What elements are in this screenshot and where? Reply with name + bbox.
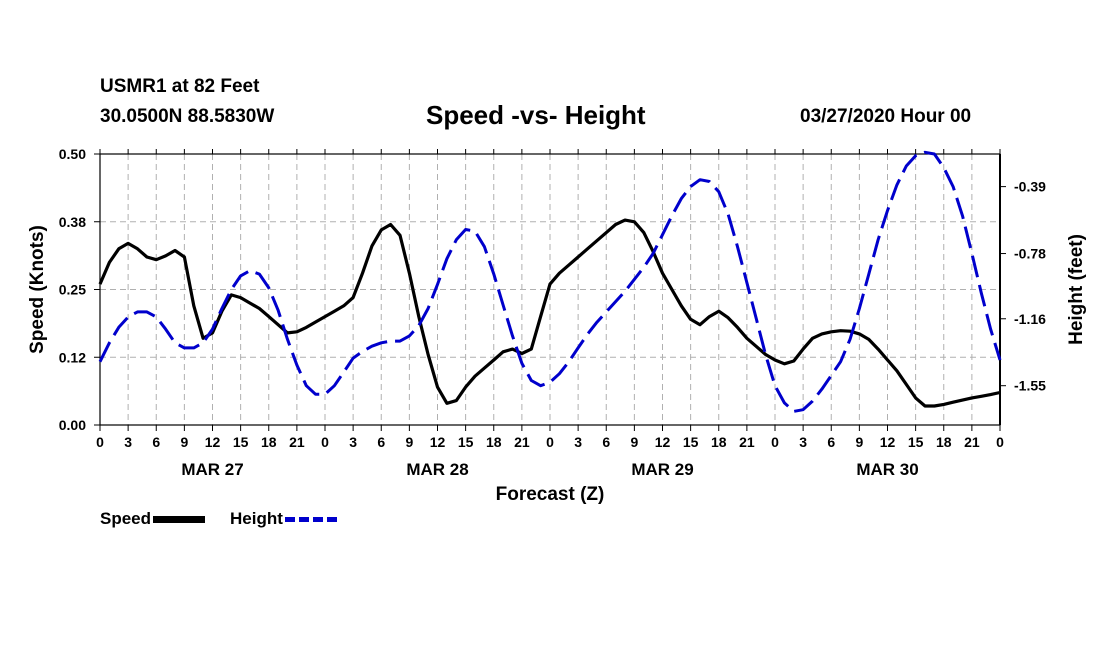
- x-tick-label: 12: [205, 434, 221, 450]
- x-tick-label: 15: [908, 434, 924, 450]
- date-label: MAR 29: [631, 460, 693, 479]
- y2-axis-title: Height (feet): [1066, 234, 1087, 345]
- x-axis-title: Forecast (Z): [496, 484, 605, 505]
- series-height-line: [98, 150, 1002, 413]
- x-tick-label: 3: [574, 434, 582, 450]
- legend-speed-label: Speed: [100, 509, 152, 528]
- x-tick-label: 6: [377, 434, 385, 450]
- legend-height-swatch: [284, 517, 337, 523]
- date-label: MAR 30: [856, 460, 918, 479]
- legend-speed-swatch: [153, 516, 206, 524]
- x-tick-label: 9: [180, 434, 188, 450]
- y-tick-label: 0.00: [59, 417, 86, 433]
- x-tick-label: 0: [771, 434, 779, 450]
- x-tick-label: 15: [233, 434, 249, 450]
- x-tick-label: 21: [739, 434, 755, 450]
- x-tick-label: 3: [799, 434, 807, 450]
- y2-tick-label: -1.55: [1014, 378, 1046, 394]
- x-tick-label: 9: [855, 434, 863, 450]
- x-tick-label: 15: [458, 434, 474, 450]
- x-tick-label: 3: [349, 434, 357, 450]
- x-tick-label: 18: [486, 434, 502, 450]
- x-tick-label: 12: [430, 434, 446, 450]
- x-tick-label: 9: [405, 434, 413, 450]
- x-tick-label: 21: [514, 434, 530, 450]
- y2-tick-label: -1.16: [1014, 311, 1046, 327]
- date-label: MAR 27: [181, 460, 243, 479]
- series-speed-line: [98, 218, 1001, 408]
- x-tick-label: 3: [124, 434, 132, 450]
- x-tick-label: 18: [711, 434, 727, 450]
- x-tick-label: 6: [827, 434, 835, 450]
- x-tick-label: 6: [602, 434, 610, 450]
- coordinates-label: 30.0500N 88.5830W: [100, 106, 275, 127]
- legend-height-label: Height: [230, 509, 283, 528]
- grid-lines: [100, 154, 1000, 425]
- x-tick-label: 0: [321, 434, 329, 450]
- legend-speed: Speed: [100, 509, 206, 529]
- x-tick-label: 18: [261, 434, 277, 450]
- x-tick-label: 9: [630, 434, 638, 450]
- x-tick-label: 12: [655, 434, 671, 450]
- forecast-datetime: 03/27/2020 Hour 00: [800, 106, 972, 127]
- y-axis-title: Speed (Knots): [27, 225, 48, 354]
- x-tick-label: 0: [996, 434, 1004, 450]
- axis-labels: 0 3 6 9 12 15 18 21 0 3 6 9 12 15 18 21 0 3 6 9 12 15 18 21 0 3 6 9…: [27, 146, 1087, 505]
- y-tick-label: 0.38: [59, 214, 86, 230]
- axis-ticks: [94, 149, 1006, 431]
- x-tick-label: 0: [96, 434, 104, 450]
- station-label: USMR1 at 82 Feet: [100, 76, 260, 97]
- y-tick-label: 0.25: [59, 282, 86, 298]
- x-tick-label: 0: [546, 434, 554, 450]
- date-label: MAR 28: [406, 460, 468, 479]
- x-tick-label: 18: [936, 434, 952, 450]
- x-tick-label: 15: [683, 434, 699, 450]
- x-tick-label: 21: [964, 434, 980, 450]
- chart-title: Speed -vs- Height: [426, 100, 646, 130]
- y-tick-label: 0.12: [59, 349, 86, 365]
- series-lines: [98, 150, 1002, 413]
- x-tick-label: 6: [152, 434, 160, 450]
- legend-height: Height: [230, 509, 337, 529]
- y-tick-label: 0.50: [59, 146, 86, 162]
- y2-tick-label: -0.39: [1014, 179, 1046, 195]
- x-tick-label: 21: [289, 434, 305, 450]
- y2-tick-label: -0.78: [1014, 246, 1046, 262]
- x-tick-label: 12: [880, 434, 896, 450]
